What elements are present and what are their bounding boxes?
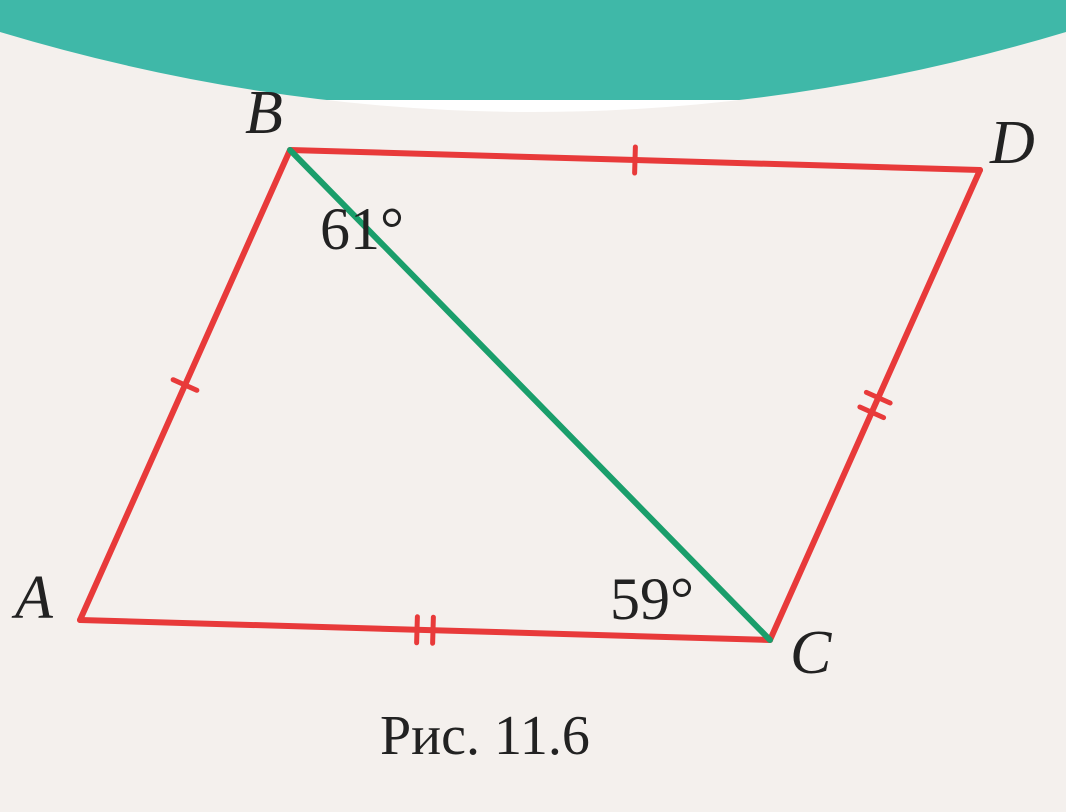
geometry-figure — [0, 0, 1066, 812]
vertex-label-c: C — [790, 618, 831, 689]
vertex-label-d: D — [990, 108, 1035, 179]
vertex-label-b: B — [245, 78, 283, 149]
angle-label-61: 61° — [320, 195, 404, 264]
figure-caption: Рис. 11.6 — [380, 704, 590, 768]
vertex-label-a: A — [15, 563, 53, 634]
angle-label-59: 59° — [610, 565, 694, 634]
page: A B C D 61° 59° Рис. 11.6 — [0, 0, 1066, 812]
